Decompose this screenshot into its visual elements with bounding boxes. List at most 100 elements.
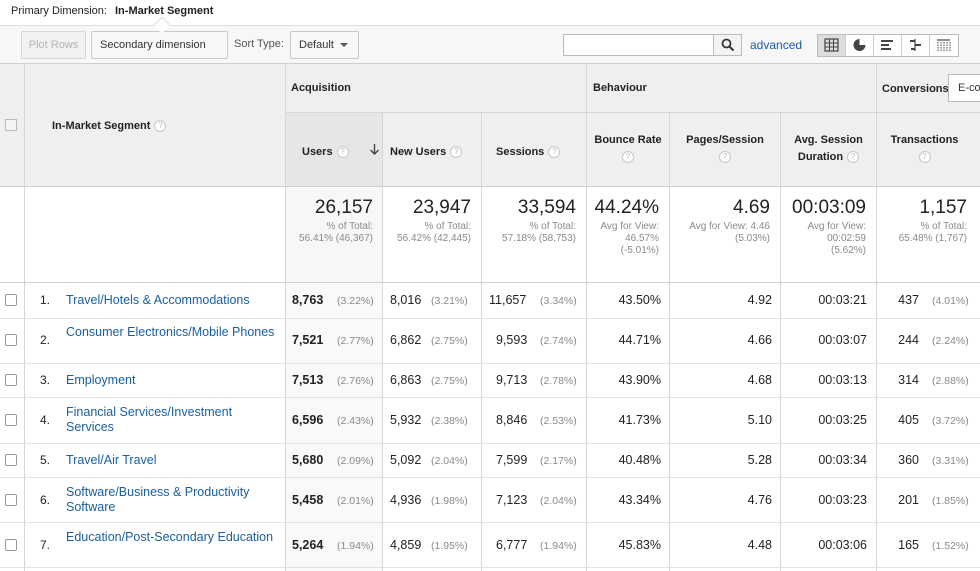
- avg-session-header-line1: Avg. Session: [794, 134, 863, 146]
- transactions-pct: (3.31%): [932, 455, 969, 467]
- conversions-goal-dropdown[interactable]: E-commerce: [948, 74, 980, 102]
- new-users-pct: (1.98%): [431, 495, 468, 507]
- bounce-value: 43.90%: [618, 373, 661, 387]
- avg-session-duration-column-header[interactable]: Avg. Session Duration?: [781, 132, 876, 166]
- segment-link[interactable]: Travel/Air Travel: [66, 453, 157, 467]
- bounce-rate-column-header[interactable]: Bounce Rate ?: [587, 132, 669, 166]
- new-users-pct: (2.75%): [431, 335, 468, 347]
- row-checkbox[interactable]: [5, 539, 17, 551]
- pivot-view-button[interactable]: [930, 35, 958, 56]
- total-sessions-pct: 57.18% (58,753): [502, 233, 576, 244]
- row-checkbox[interactable]: [5, 334, 17, 346]
- help-icon[interactable]: ?: [847, 151, 860, 164]
- users-value: 8,763: [292, 293, 324, 307]
- help-icon[interactable]: ?: [154, 120, 167, 133]
- segment-link[interactable]: Travel/Hotels & Accommodations: [66, 293, 250, 307]
- total-bounce-label: Avg for View:: [600, 221, 659, 232]
- pages-value: 5.10: [747, 413, 772, 427]
- pages-value: 4.48: [747, 538, 772, 552]
- total-transactions-label: % of Total:: [920, 221, 967, 232]
- total-bounce-avg: 46.57%: [625, 233, 659, 244]
- bounce-value: 43.34%: [618, 493, 661, 507]
- segment-link[interactable]: Employment: [66, 373, 136, 387]
- total-duration-avg: 00:02:59: [827, 233, 866, 244]
- search-button[interactable]: [713, 34, 742, 56]
- duration-value: 00:03:25: [818, 413, 867, 427]
- sessions-column-header[interactable]: Sessions?: [496, 144, 561, 161]
- sessions-value: 7,599: [496, 453, 528, 467]
- segment-link[interactable]: Education/Post-Secondary Education: [66, 530, 274, 544]
- help-icon[interactable]: ?: [719, 151, 731, 164]
- transactions-value: 201: [898, 493, 919, 507]
- total-users-value: 26,157: [314, 197, 373, 218]
- total-sessions-label: % of Total:: [529, 221, 576, 232]
- secondary-dimension-dropdown[interactable]: Secondary dimension: [91, 31, 228, 74]
- segment-link[interactable]: Software/Business & Productivity Softwar…: [66, 485, 250, 514]
- row-index: 4.: [40, 413, 51, 427]
- pages-session-header-label: Pages/Session: [686, 134, 764, 146]
- primary-dimension-value[interactable]: In-Market Segment: [115, 5, 214, 17]
- help-icon[interactable]: ?: [622, 151, 634, 164]
- total-duration-label: Avg for View:: [807, 221, 866, 232]
- help-icon[interactable]: ?: [336, 146, 349, 159]
- view-switcher: [817, 34, 959, 57]
- pages-session-column-header[interactable]: Pages/Session ?: [670, 132, 780, 166]
- sorted-column-totals-bg: [286, 186, 382, 282]
- row-checkbox[interactable]: [5, 494, 17, 506]
- row-checkbox[interactable]: [5, 454, 17, 466]
- new-users-value: 5,092: [390, 453, 422, 467]
- segment-link[interactable]: Financial Services/Investment Services: [66, 405, 233, 434]
- help-icon[interactable]: ?: [450, 146, 463, 159]
- sessions-pct: (2.17%): [540, 455, 577, 467]
- transactions-column-header[interactable]: Transactions ?: [877, 132, 972, 166]
- transactions-value: 244: [898, 333, 919, 347]
- users-column-header[interactable]: Users?: [302, 144, 349, 161]
- new-users-value: 5,932: [390, 413, 422, 427]
- search-icon: [721, 38, 735, 52]
- new-users-column-header[interactable]: New Users?: [390, 144, 463, 161]
- sessions-pct: (3.34%): [540, 295, 577, 307]
- performance-view-button[interactable]: [874, 35, 902, 56]
- transactions-value: 360: [898, 453, 919, 467]
- row-checkbox[interactable]: [5, 294, 17, 306]
- new-users-value: 4,936: [390, 493, 422, 507]
- table-grid-icon: [824, 38, 839, 52]
- sessions-pct: (1.94%): [540, 540, 577, 552]
- sessions-value: 8,846: [496, 413, 528, 427]
- users-pct: (2.09%): [337, 455, 374, 467]
- transactions-value: 437: [898, 293, 919, 307]
- plot-rows-button[interactable]: Plot Rows: [21, 31, 86, 59]
- row-checkbox[interactable]: [5, 414, 17, 426]
- avg-session-header-line2: Duration: [797, 151, 844, 163]
- total-transactions-value: 1,157: [919, 197, 967, 218]
- total-new-users-label: % of Total:: [424, 221, 471, 232]
- select-all-checkbox[interactable]: [5, 119, 17, 131]
- total-pages-label: Avg for View: 4.46: [689, 221, 770, 232]
- comparison-icon: [910, 39, 921, 51]
- help-icon[interactable]: ?: [918, 151, 931, 164]
- sort-desc-arrow-icon[interactable]: [369, 143, 380, 156]
- dimension-column-header[interactable]: In-Market Segment?: [52, 118, 167, 135]
- new-users-pct: (1.95%): [431, 540, 468, 552]
- segment-link[interactable]: Consumer Electronics/Mobile Phones: [66, 325, 275, 339]
- chevron-down-icon: [339, 43, 348, 48]
- duration-value: 00:03:23: [818, 493, 867, 507]
- advanced-filter-link[interactable]: advanced: [750, 38, 803, 52]
- sort-type-dropdown[interactable]: Default: [290, 31, 359, 59]
- duration-value: 00:03:21: [818, 293, 867, 307]
- row-checkbox[interactable]: [5, 374, 17, 386]
- percentage-view-button[interactable]: [846, 35, 874, 56]
- comparison-view-button[interactable]: [902, 35, 930, 56]
- help-icon[interactable]: ?: [548, 146, 561, 159]
- bounce-value: 41.73%: [618, 413, 661, 427]
- acquisition-group-title: Acquisition: [291, 82, 351, 94]
- row-index: 2.: [40, 333, 51, 347]
- pivot-icon: [937, 39, 951, 51]
- table-toolbar: Plot Rows Secondary dimension Sort Type:…: [0, 26, 980, 74]
- row-index: 3.: [40, 373, 51, 387]
- data-table-view-button[interactable]: [818, 35, 846, 56]
- primary-dimension-label: Primary Dimension:: [11, 5, 107, 17]
- sessions-value: 6,777: [496, 538, 528, 552]
- table-search-input[interactable]: [563, 34, 714, 56]
- pages-value: 4.66: [747, 333, 772, 347]
